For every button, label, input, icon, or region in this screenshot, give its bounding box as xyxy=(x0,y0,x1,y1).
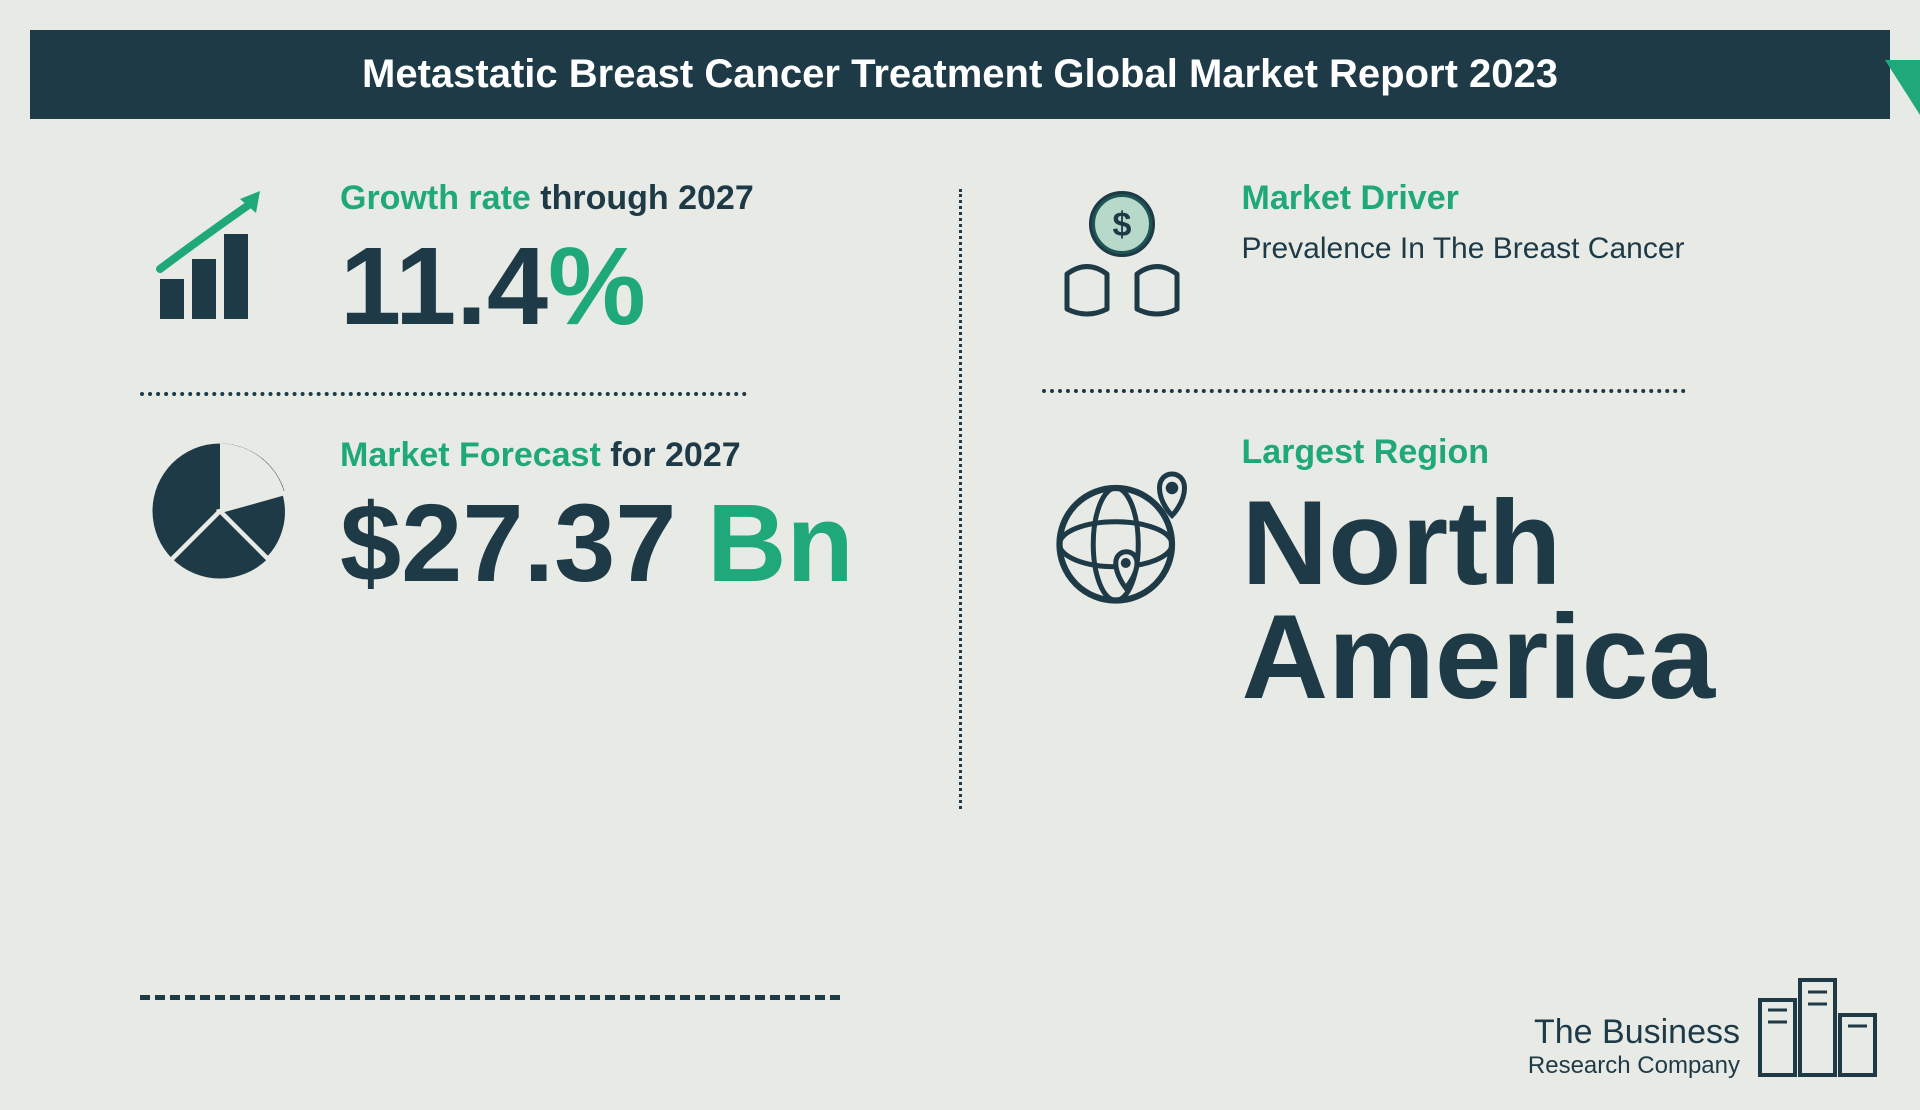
region-label: Largest Region xyxy=(1242,433,1801,472)
forecast-label-strong: Market Forecast xyxy=(340,436,601,474)
forecast-text: Market Forecast for 2027 $27.37 Bn xyxy=(340,436,899,599)
forecast-section: Market Forecast for 2027 $27.37 Bn xyxy=(140,436,899,599)
growth-section: Growth rate through 2027 11.4% xyxy=(140,179,899,342)
report-title: Metastatic Breast Cancer Treatment Globa… xyxy=(362,52,1558,96)
driver-text-wrap: Market Driver Prevalence In The Breast C… xyxy=(1242,179,1801,266)
growth-label: Growth rate through 2027 xyxy=(340,179,899,218)
region-line2: America xyxy=(1242,590,1716,724)
forecast-label-rest: for 2027 xyxy=(601,436,741,474)
driver-text: Prevalence In The Breast Cancer xyxy=(1242,232,1801,266)
globe-pin-icon xyxy=(1042,463,1202,613)
left-column: Growth rate through 2027 11.4% Market xyxy=(140,179,959,809)
region-value: North America xyxy=(1242,486,1801,714)
driver-section: $ Market Driver Prevalence In The Breast… xyxy=(1042,179,1801,339)
svg-text:$: $ xyxy=(1112,206,1131,244)
corner-accent xyxy=(1885,60,1920,115)
divider-dots xyxy=(1042,389,1687,393)
divider-dots xyxy=(140,392,747,396)
logo-line1: The Business xyxy=(1528,1013,1740,1052)
growth-text: Growth rate through 2027 11.4% xyxy=(340,179,899,342)
pie-chart-icon xyxy=(140,436,300,586)
growth-unit: % xyxy=(548,225,646,348)
forecast-number: $27.37 xyxy=(340,482,676,605)
forecast-value: $27.37 Bn xyxy=(340,489,899,599)
hands-coin-icon: $ xyxy=(1042,179,1202,339)
company-logo: The Business Research Company xyxy=(1528,950,1880,1080)
growth-value: 11.4% xyxy=(340,232,899,342)
region-section: Largest Region North America xyxy=(1042,433,1801,714)
logo-buildings-icon xyxy=(1750,950,1880,1080)
logo-line2: Research Company xyxy=(1528,1052,1740,1080)
forecast-unit: Bn xyxy=(676,482,853,605)
content-grid: Growth rate through 2027 11.4% Market xyxy=(0,119,1920,809)
growth-chart-icon xyxy=(140,179,300,339)
growth-label-rest: through 2027 xyxy=(531,179,754,217)
logo-text: The Business Research Company xyxy=(1528,1013,1740,1080)
report-title-bar: Metastatic Breast Cancer Treatment Globa… xyxy=(30,30,1890,119)
growth-label-strong: Growth rate xyxy=(340,179,531,217)
bottom-dash-divider xyxy=(140,995,840,1000)
forecast-label: Market Forecast for 2027 xyxy=(340,436,899,475)
region-text-wrap: Largest Region North America xyxy=(1242,433,1801,714)
growth-number: 11.4 xyxy=(340,225,548,348)
driver-label: Market Driver xyxy=(1242,179,1801,218)
right-column: $ Market Driver Prevalence In The Breast… xyxy=(962,179,1801,809)
